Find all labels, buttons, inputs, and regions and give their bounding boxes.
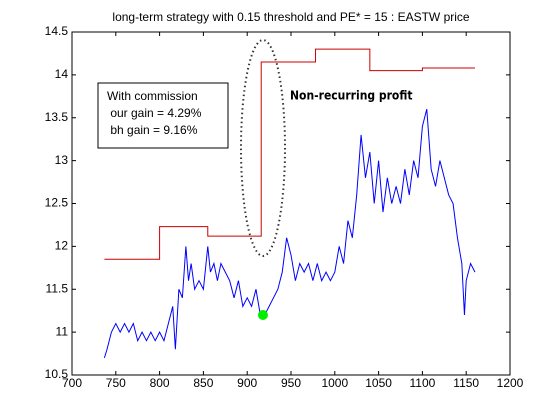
annotation-box bbox=[97, 82, 229, 149]
y-tick-label: 13.5 bbox=[45, 110, 69, 124]
highlight-ellipse bbox=[240, 39, 286, 257]
marker-point bbox=[257, 309, 268, 320]
x-tick-label: 1100 bbox=[409, 376, 435, 390]
box-line: With commission bbox=[107, 89, 198, 103]
y-tick-label: 11.5 bbox=[46, 281, 69, 295]
y-tick-label: 14.5 bbox=[45, 24, 69, 38]
x-tick-label: 1000 bbox=[321, 376, 348, 390]
x-tick-label: 900 bbox=[237, 376, 257, 390]
x-tick-label: 700 bbox=[62, 376, 82, 390]
chart-title: long-term strategy with 0.15 threshold a… bbox=[112, 10, 469, 24]
y-tick-label: 12 bbox=[55, 239, 69, 253]
annotation: Non-recurring profit bbox=[290, 89, 413, 103]
x-tick-label: 1050 bbox=[365, 376, 392, 390]
x-tick-label: 850 bbox=[193, 376, 213, 390]
box-line: our gain = 4.29% bbox=[107, 106, 202, 120]
x-tick-label: 1200 bbox=[497, 376, 524, 390]
x-tick-label: 1150 bbox=[453, 376, 479, 390]
x-tick-label: 950 bbox=[281, 376, 301, 390]
series-line bbox=[104, 48, 475, 260]
x-tick-label: 800 bbox=[150, 376, 170, 390]
y-tick-label: 12.5 bbox=[45, 196, 69, 210]
y-tick-label: 14 bbox=[55, 67, 69, 81]
y-tick-label: 13 bbox=[55, 153, 69, 167]
x-tick-label: 750 bbox=[106, 376, 126, 390]
y-tick-label: 10.5 bbox=[45, 367, 69, 381]
y-tick-label: 11 bbox=[56, 324, 69, 338]
series-line bbox=[103, 109, 476, 358]
box-line: bh gain = 9.16% bbox=[107, 123, 198, 137]
